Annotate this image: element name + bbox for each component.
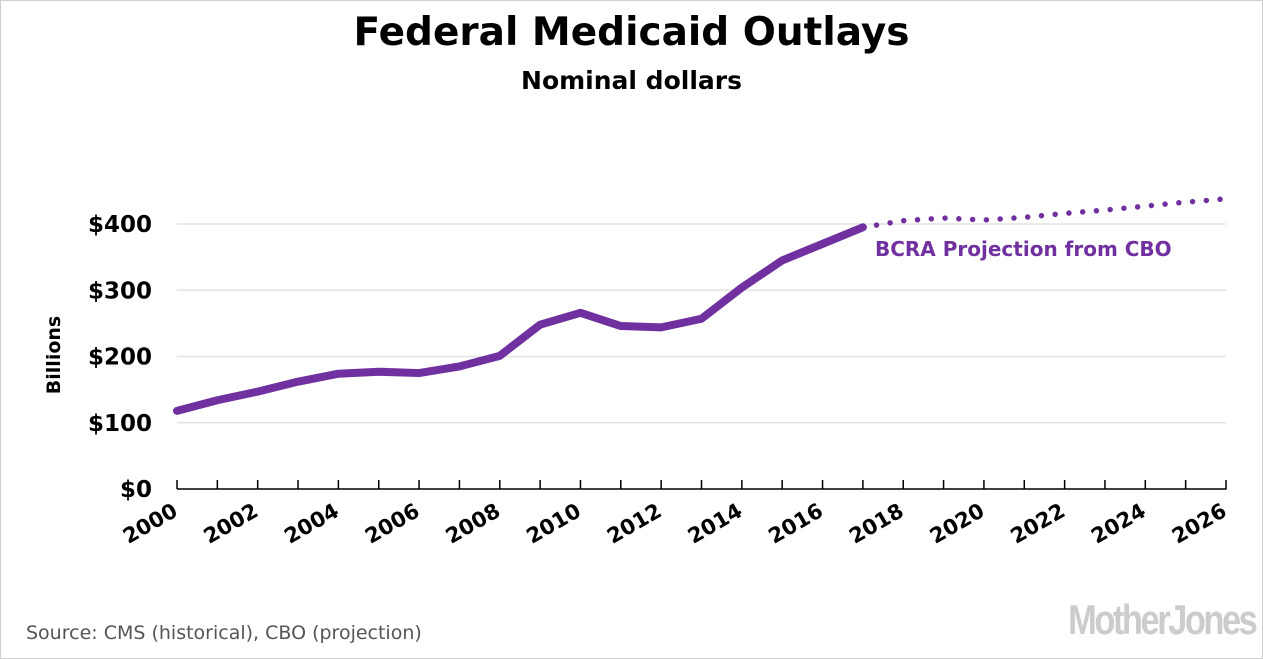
series-lines [173, 196, 1229, 415]
x-tick-label: 2012 [603, 499, 666, 549]
x-tick-label: 2006 [361, 499, 424, 549]
y-axis-ticks: $0 $100 $200 $300 $400 [88, 212, 152, 503]
x-tick-label: 2004 [280, 499, 343, 549]
x-tick-label: 2008 [442, 499, 505, 549]
projection-annotation: BCRA Projection from CBO [875, 237, 1172, 261]
x-tick-label: 2022 [1006, 499, 1069, 549]
x-tick-label: 2002 [200, 499, 263, 549]
x-tick-label: 2026 [1168, 499, 1231, 549]
x-tick-label: 2018 [845, 499, 908, 549]
gridlines [177, 223, 1226, 424]
x-tick-label: 2010 [522, 499, 585, 549]
x-axis-ticks: 2000 2002 2004 2006 2008 2010 2012 2014 2016 2018… [119, 499, 1231, 549]
x-tick-label: 2014 [684, 499, 747, 549]
chart-title: Federal Medicaid Outlays [353, 10, 910, 55]
historical-line [173, 223, 867, 415]
x-tick-label: 2000 [119, 499, 182, 549]
y-tick-label: $100 [88, 411, 152, 437]
source-note: Source: CMS (historical), CBO (projectio… [26, 622, 422, 644]
y-tick-label: $400 [88, 212, 152, 238]
projection-dotted-line [860, 196, 1229, 231]
x-axis [176, 480, 1227, 490]
y-tick-label: $0 [120, 477, 152, 503]
y-axis-label: Billions [43, 316, 65, 394]
y-tick-label: $200 [88, 345, 152, 371]
x-tick-label: 2016 [764, 499, 827, 549]
y-tick-label: $300 [88, 278, 152, 304]
x-tick-label: 2024 [1087, 499, 1150, 549]
x-tick-label: 2020 [926, 499, 989, 549]
chart-subtitle: Nominal dollars [521, 66, 742, 95]
mother-jones-logo: MotherJones [1067, 596, 1258, 643]
